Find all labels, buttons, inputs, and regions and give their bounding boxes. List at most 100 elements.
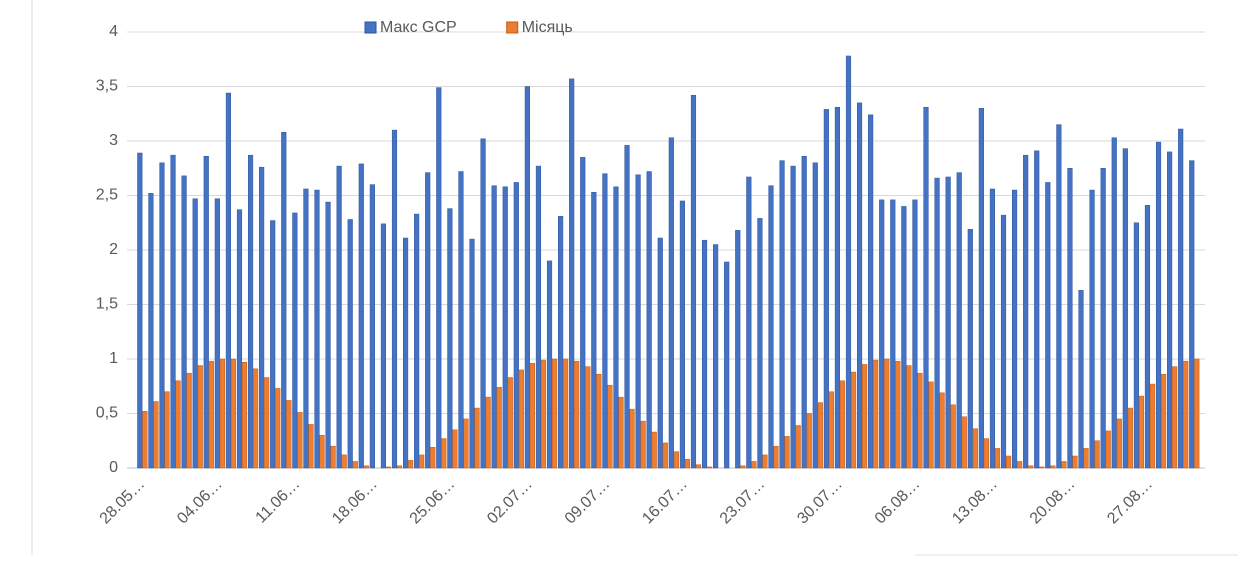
bar — [757, 218, 763, 469]
y-tick-label: 0,5 — [96, 405, 118, 422]
bar — [994, 448, 1001, 469]
bar — [684, 459, 691, 469]
bar — [380, 223, 387, 469]
bar — [1017, 461, 1023, 469]
bar — [746, 176, 752, 469]
bar — [1078, 290, 1084, 469]
bar — [801, 156, 807, 469]
bar — [563, 358, 569, 469]
bar — [325, 201, 331, 469]
bar — [1072, 455, 1078, 469]
bar — [336, 165, 342, 469]
bar — [425, 172, 431, 469]
bar — [662, 442, 668, 469]
bar — [463, 418, 469, 469]
bar — [646, 171, 652, 469]
bar — [901, 206, 907, 469]
legend-swatch — [364, 21, 377, 34]
bar — [939, 392, 945, 469]
bar — [1127, 407, 1133, 469]
x-tick-label: 23.07… — [717, 476, 769, 528]
bar — [436, 87, 442, 469]
bar — [551, 358, 558, 469]
bar — [330, 445, 336, 469]
bar — [673, 451, 679, 469]
legend-label: Макс GCP — [380, 19, 457, 36]
bar — [850, 371, 857, 469]
x-tick-label: 20.08… — [1027, 476, 1079, 528]
bar — [828, 391, 834, 469]
bar — [735, 230, 741, 469]
x-tick-label: 11.06… — [253, 476, 304, 527]
bar — [1133, 222, 1139, 469]
bar — [203, 156, 209, 469]
x-tick-label: 30.07… — [794, 476, 846, 528]
bar — [613, 186, 619, 469]
bar — [834, 106, 840, 469]
y-tick-label: 2,5 — [96, 187, 118, 204]
bar — [868, 114, 874, 469]
y-tick-label: 3,5 — [96, 78, 118, 95]
bar — [507, 377, 513, 469]
bar — [1105, 430, 1111, 469]
bar — [369, 184, 375, 469]
bar — [430, 447, 436, 469]
bar — [679, 200, 685, 469]
bar — [275, 388, 281, 469]
bar — [602, 173, 608, 469]
bar — [247, 154, 254, 469]
bar — [1067, 168, 1073, 469]
bar — [635, 174, 641, 469]
bar — [270, 220, 276, 469]
bar — [917, 372, 923, 469]
bar — [812, 162, 818, 469]
bar — [618, 396, 624, 469]
legend-swatch — [506, 21, 519, 34]
bar — [773, 445, 779, 469]
x-tick-label: 02.07… — [484, 476, 536, 528]
bar — [695, 464, 702, 469]
bar — [159, 162, 165, 469]
bar — [945, 176, 951, 469]
bar — [292, 212, 298, 469]
bar — [208, 360, 214, 469]
bar — [1144, 205, 1151, 469]
bar — [972, 428, 978, 469]
bar — [624, 145, 630, 469]
bar — [214, 198, 220, 469]
bar — [396, 465, 403, 469]
x-tick-label: 16.07… — [639, 476, 691, 528]
bar — [629, 408, 635, 469]
bar — [895, 360, 901, 469]
x-tick-label: 28.05… — [97, 476, 149, 528]
bar — [181, 175, 187, 469]
bar — [308, 424, 314, 469]
bar — [707, 466, 713, 469]
bar — [740, 465, 746, 469]
bar — [934, 177, 940, 469]
bar — [1094, 440, 1100, 469]
bar — [1178, 128, 1184, 469]
x-tick-label: 04.06… — [174, 476, 226, 528]
bar — [347, 219, 353, 469]
bar — [1005, 455, 1012, 469]
bar — [546, 260, 553, 469]
bar — [469, 238, 475, 469]
bar — [219, 358, 225, 469]
bar — [668, 137, 674, 469]
bar — [474, 407, 480, 469]
bar — [192, 198, 198, 469]
bar — [363, 465, 369, 469]
bar — [142, 411, 148, 469]
bar — [784, 436, 790, 469]
bar — [862, 364, 868, 469]
bar — [358, 163, 364, 469]
bar — [890, 199, 896, 469]
bar — [385, 466, 392, 469]
x-tick-label: 27.08… — [1104, 476, 1156, 528]
bar — [724, 261, 730, 469]
bar — [1050, 465, 1056, 469]
bar — [961, 416, 967, 469]
bar — [856, 102, 863, 469]
bar — [967, 229, 973, 469]
